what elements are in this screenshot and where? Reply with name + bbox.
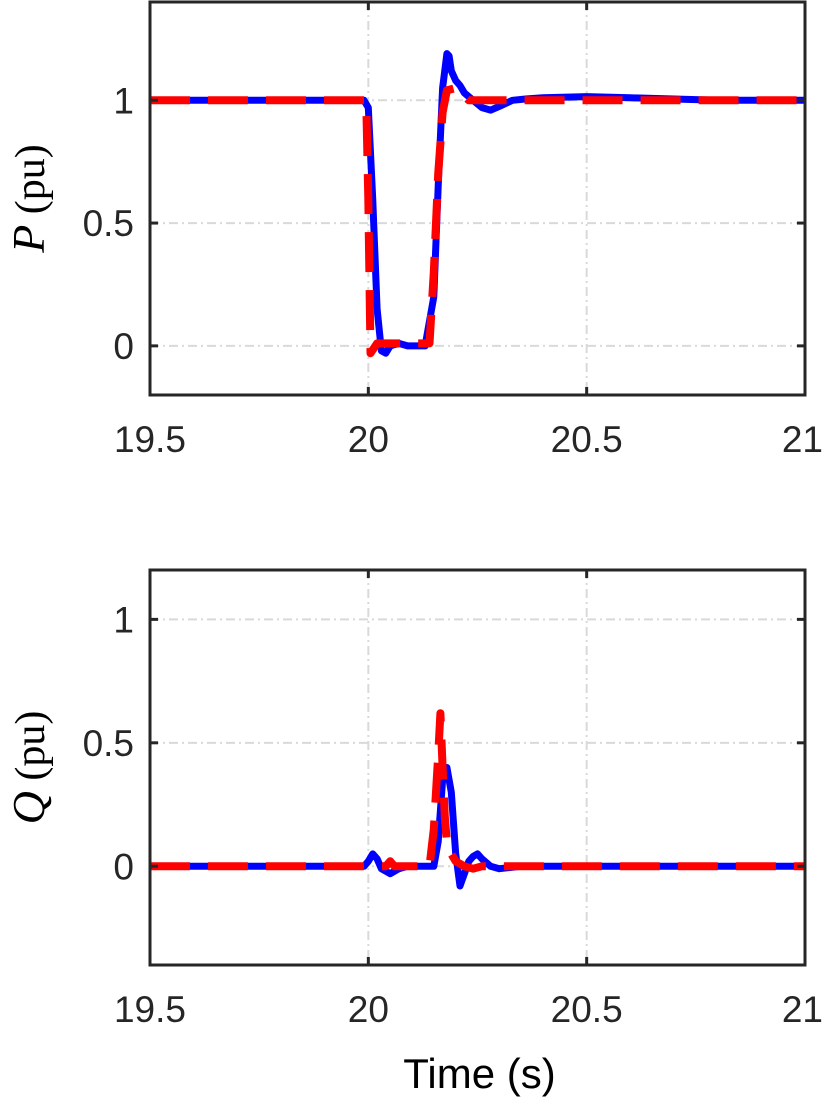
y-axis-symbol: P (3, 225, 54, 254)
axes-frame (148, 568, 807, 967)
y-axis-symbol: Q (3, 791, 54, 824)
x-tick-label: 20.5 (551, 419, 623, 460)
y-axis-label: P (pu) (3, 144, 54, 254)
y-axis-label: Q (pu) (3, 711, 54, 825)
x-tick-label: 19.5 (114, 419, 186, 460)
y-axis-unit: (pu) (8, 711, 54, 781)
series-line-red-dashed (150, 709, 805, 873)
series-group (150, 709, 805, 890)
y-tick-label: 0 (113, 326, 134, 367)
panel-reactive-power: 19.5 20 20.5 21 0 0.5 1 Q (pu) Time (s) (3, 568, 823, 1097)
x-tick-label: 21 (782, 989, 823, 1030)
x-tick-label: 20.5 (551, 989, 623, 1030)
y-tick-label: 1 (113, 599, 134, 640)
y-tick-label: 0.5 (83, 723, 134, 764)
plot-area (150, 570, 805, 965)
series-line-red-dashed (150, 84, 805, 358)
y-axis-unit: (pu) (8, 144, 54, 214)
series-group (150, 50, 805, 358)
y-tick-label: 0.5 (83, 203, 134, 244)
plot-area (150, 2, 805, 395)
panel-power: 19.5 20 20.5 21 0 0.5 1 P (pu) (3, 0, 823, 460)
x-axis-label: Time (s) (403, 1050, 555, 1097)
axes-frame (148, 0, 807, 397)
x-tick-label: 20 (348, 989, 389, 1030)
x-tick-label: 20 (348, 419, 389, 460)
y-tick-label: 1 (113, 80, 134, 121)
x-tick-label: 19.5 (114, 989, 186, 1030)
y-tick-label: 0 (113, 846, 134, 887)
x-tick-label: 21 (782, 419, 823, 460)
